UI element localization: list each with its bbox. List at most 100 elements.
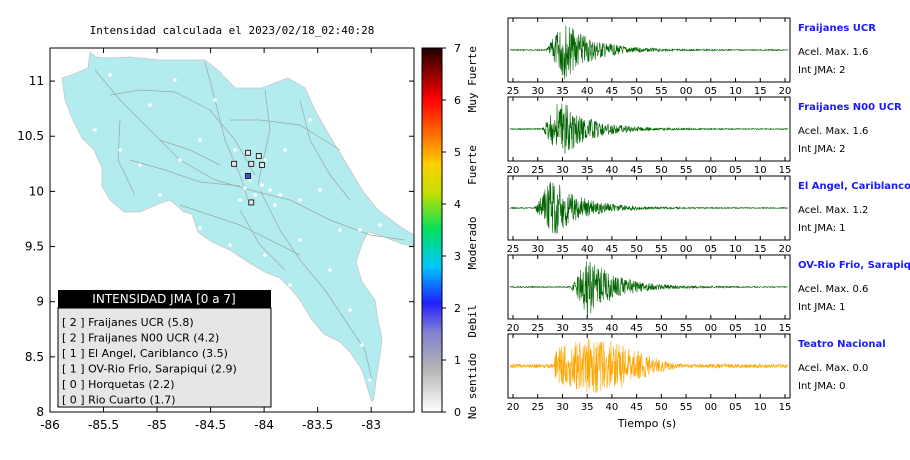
road-line [299,99,351,201]
trace-accel-max: Acel. Max. 1.6 [798,47,868,58]
seismogram-panel: 20 25 30 35 40 45 50 55 00 05 10 15 OV-Rio Frio, Sar… [507,254,910,334]
intensity-legend: INTENSIDAD JMA [0 a 7] [ 2 ] Fraijanes U… [57,290,272,408]
trace-tick-label: 50 [630,244,643,255]
town-dot [118,148,122,152]
seismogram-trace [509,261,788,317]
town-dot [298,238,302,242]
town-dot [198,226,202,230]
trace-tick-label: 55 [655,86,668,97]
colorbar-category-label: Debil [466,304,479,337]
trace-tick-label: 50 [655,165,668,176]
map-ytick-label: 10.5 [17,129,44,143]
station-marker [245,173,251,179]
seismogram-panel: 20 25 30 35 40 45 50 55 00 05 10 15 Fraijanes N00 UC… [507,96,902,176]
station-marker [245,149,251,156]
trace-tick-label: 35 [556,86,569,97]
trace-tick-label: 05 [704,86,717,97]
colorbar-tick-label: 1 [454,354,461,367]
trace-jma-intensity: Int JMA: 1 [798,302,846,313]
trace-tick-label: 20 [779,86,792,97]
seismogram-panel: 20 25 30 35 40 45 50 55 00 05 10 15 Teatro Nacional A… [507,333,886,413]
town-dot [138,163,142,167]
trace-jma-intensity: Int JMA: 0 [798,381,846,392]
trace-tick-label: 50 [630,86,643,97]
trace-tick-label: 05 [729,402,742,413]
trace-tick-label: 55 [680,402,693,413]
trace-tick-label: 45 [630,402,643,413]
road-line [204,61,249,201]
legend-title: INTENSIDAD JMA [0 a 7] [92,292,235,306]
map-ytick-label: 10 [29,184,44,198]
trace-tick-label: 40 [581,244,594,255]
intensity-colorbar: 0 1 2 3 4 5 6 7 No sentido Debil Moderado Fuerte Muy… [421,42,479,419]
legend-entry: [ 1 ] El Angel, Cariblanco (3.5) [62,347,228,360]
trace-tick-label: 40 [606,402,619,413]
town-dot [178,158,182,162]
trace-station-name: Fraijanes N00 UCR [798,102,902,113]
map-ytick-label: 8 [36,405,44,419]
legend-entry: [ 1 ] OV-Rio Frio, Sarapiqui (2.9) [62,363,237,376]
map-ytick-label: 9.5 [25,240,44,254]
trace-jma-intensity: Int JMA: 2 [798,65,846,76]
trace-tick-label: 10 [729,86,742,97]
trace-tick-label: 30 [556,402,569,413]
town-dot [283,148,287,152]
colorbar-tick-label: 4 [454,198,461,211]
town-dot [93,128,97,132]
trace-tick-label: 05 [729,323,742,334]
town-dot [368,378,372,382]
trace-tick-label: 00 [704,323,717,334]
seismogram-trace [509,182,788,234]
town-dot [263,253,267,257]
map-xtick-label: -83 [361,418,381,432]
town-dot [328,268,332,272]
town-dot [360,343,364,347]
trace-tick-label: 00 [704,165,717,176]
town-dot [238,198,242,202]
trace-jma-intensity: Int JMA: 1 [798,223,846,234]
trace-tick-label: 35 [581,323,594,334]
seismogram-trace [509,103,788,154]
map-xtick-label: -84.5 [195,418,226,432]
station-marker [248,160,255,167]
trace-tick-label: 25 [531,323,544,334]
road-line [109,89,256,176]
trace-tick-label: 25 [507,86,520,97]
road-line [257,89,271,186]
seismogram-panel: 25 30 35 40 45 50 55 00 05 10 15 20 Fraijanes UCR Ace… [507,17,876,97]
trace-tick-label: 45 [630,165,643,176]
trace-station-name: OV-Rio Frio, Sarapiqui [798,260,910,271]
road-line [179,204,301,256]
town-dot [268,188,272,192]
trace-tick-label: 40 [606,323,619,334]
town-dot [108,73,112,77]
town-dot [158,193,162,197]
town-dot [278,193,282,197]
town-dot [223,73,227,77]
town-dot [228,243,232,247]
town-dot [348,308,352,312]
colorbar-tick-label: 6 [454,94,461,107]
town-dot [318,188,322,192]
town-dot [233,148,237,152]
time-axis-label: Tiempo (s) [617,417,676,430]
trace-tick-label: 15 [779,165,792,176]
trace-accel-max: Acel. Max. 0.0 [798,363,868,374]
trace-station-name: El Angel, Cariblanco [798,181,910,192]
trace-tick-label: 10 [754,402,767,413]
trace-tick-label: 40 [606,165,619,176]
road-line [230,119,341,151]
town-dots [93,73,382,382]
trace-tick-label: 00 [680,86,693,97]
legend-entry: [ 2 ] Fraijanes UCR (5.8) [62,316,194,329]
trace-tick-label: 25 [531,165,544,176]
trace-tick-label: 35 [556,244,569,255]
colorbar-category-label: Fuerte [466,145,479,185]
trace-tick-label: 05 [704,244,717,255]
colorbar-category-label: Moderado [466,217,479,270]
town-dot [248,178,252,182]
town-dot [358,228,362,232]
road-line [159,139,221,166]
station-marker [231,160,238,167]
